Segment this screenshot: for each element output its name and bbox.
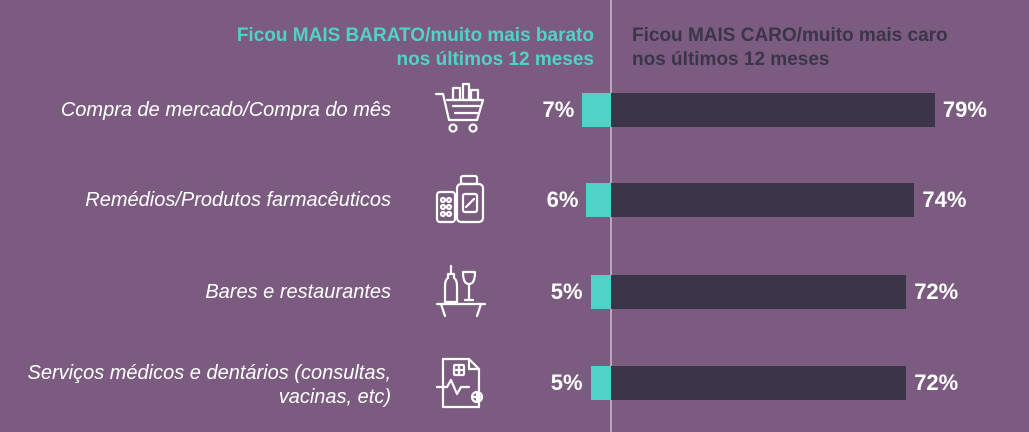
chart-row: Bares e restaurantes 5% 72% xyxy=(0,262,1029,322)
category-label: Remédios/Produtos farmacêuticos xyxy=(85,189,391,211)
category-label: Compra de mercado/Compra do mês xyxy=(60,99,391,121)
bar-expensive xyxy=(611,366,907,400)
legend-expensive: Ficou MAIS CARO/muito mais caro nos últi… xyxy=(632,25,948,70)
bar-cheaper xyxy=(590,366,611,400)
shopping-cart-icon xyxy=(433,82,489,138)
medicine-icon xyxy=(433,172,489,228)
value-label-cheaper: 7% xyxy=(542,97,575,122)
bar-cheaper xyxy=(590,275,611,309)
value-label-expensive: 72% xyxy=(914,279,959,304)
value-label-expensive: 79% xyxy=(942,97,987,122)
value-label-cheaper: 6% xyxy=(546,187,579,212)
bar-expensive xyxy=(611,183,915,217)
medical-report-icon xyxy=(433,355,489,411)
bar-cheaper xyxy=(586,183,611,217)
bar-cheaper xyxy=(582,93,611,127)
legend-cheaper: Ficou MAIS BARATO/muito mais barato nos … xyxy=(236,25,594,70)
value-label-cheaper: 5% xyxy=(550,370,583,395)
value-label-cheaper: 5% xyxy=(550,279,583,304)
bar-expensive xyxy=(611,275,907,309)
value-label-expensive: 72% xyxy=(914,370,959,395)
wine-bar-icon xyxy=(433,264,489,320)
chart-row: Compra de mercado/Compra do mês 7% 79% xyxy=(0,80,1029,140)
category-label: Serviços médicos e dentários (consultas,… xyxy=(27,362,392,408)
chart-row: Serviços médicos e dentários (consultas,… xyxy=(0,353,1029,413)
chart-row: Remédios/Produtos farmacêuticos 6% 74% xyxy=(0,170,1029,230)
bar-expensive xyxy=(611,93,935,127)
category-label: Bares e restaurantes xyxy=(205,281,391,303)
value-label-expensive: 74% xyxy=(922,187,967,212)
